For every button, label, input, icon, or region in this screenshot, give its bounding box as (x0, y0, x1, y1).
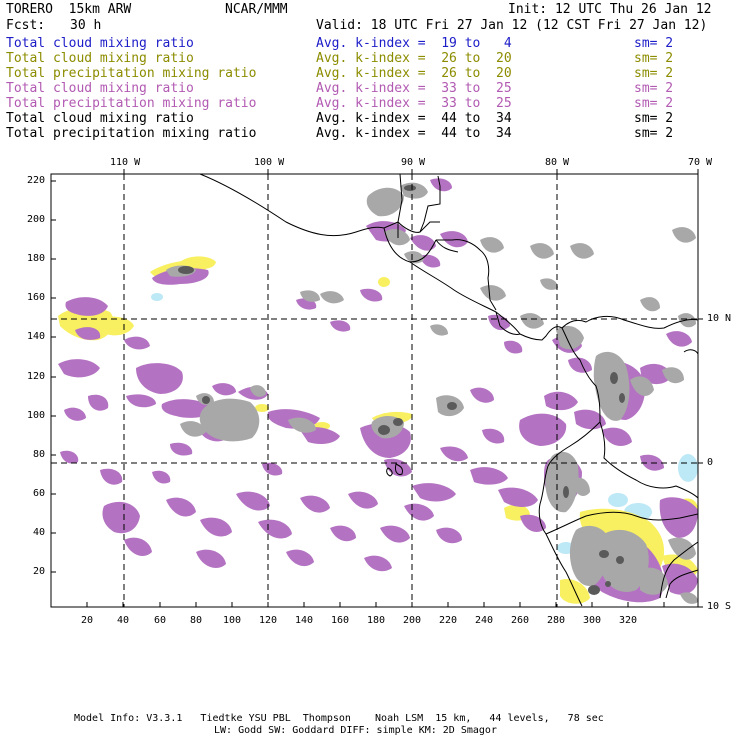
x-tick-label: 280 (547, 615, 566, 626)
light-cloud-layer (151, 293, 698, 554)
legend-smoothing: sm= 2 (634, 96, 674, 111)
convective-core-layer (178, 185, 625, 595)
legend-kindex: Avg. k-index = 19 to 4 (316, 36, 512, 51)
x-tick-label: 120 (259, 615, 278, 626)
x-tick-label: 260 (511, 615, 530, 626)
y-tick-label: 160 (27, 292, 46, 303)
valid-time: Valid: 18 UTC Fri 27 Jan 12 (12 CST Fri … (316, 18, 708, 33)
legend-smoothing: sm= 2 (634, 126, 674, 141)
x-tick-label: 100 (223, 615, 242, 626)
x-tick-label: 80 (190, 615, 203, 626)
x-tick-label: 200 (403, 615, 422, 626)
init-time: Init: 12 UTC Thu 26 Jan 12 (508, 2, 712, 17)
legend-kindex: Avg. k-index = 26 to 20 (316, 51, 512, 66)
x-tick-label: 140 (295, 615, 314, 626)
legend-smoothing: sm= 2 (634, 66, 674, 81)
graticule (51, 174, 698, 607)
y-tick-label: 200 (27, 214, 46, 225)
model-title: TORERO 15km ARW (6, 2, 132, 17)
cloud-layer (166, 182, 698, 604)
tick-marks (51, 169, 703, 608)
x-tick-label: 20 (81, 615, 94, 626)
x-tick-label: 240 (475, 615, 494, 626)
map-frame (50, 173, 699, 608)
legend-field: Total precipitation mixing ratio (6, 126, 257, 141)
lat-label: 0 (707, 457, 714, 468)
legend-field: Total cloud mixing ratio (6, 111, 194, 126)
model-info-line1: Model Info: V3.3.1 Tiedtke YSU PBL Thomp… (74, 713, 604, 724)
legend-field: Total cloud mixing ratio (6, 81, 194, 96)
x-tick-label: 60 (154, 615, 167, 626)
x-tick-label: 320 (619, 615, 638, 626)
lat-label: 10 N (707, 313, 732, 324)
legend-kindex: Avg. k-index = 44 to 34 (316, 126, 512, 141)
lon-label: 100 W (254, 157, 285, 168)
model-info-line2: LW: Godd SW: Goddard DIFF: simple KM: 2D… (214, 725, 497, 736)
lon-label: 70 W (688, 157, 713, 168)
y-tick-label: 180 (27, 253, 46, 264)
y-tick-label: 100 (27, 410, 46, 421)
forecast-label: Fcst: (6, 18, 46, 33)
lon-label: 80 W (545, 157, 570, 168)
legend-kindex: Avg. k-index = 33 to 25 (316, 81, 512, 96)
lat-label: 10 S (707, 601, 732, 612)
legend-field: Total precipitation mixing ratio (6, 96, 257, 111)
lon-label: 90 W (401, 157, 426, 168)
organization: NCAR/MMM (225, 2, 288, 17)
x-tick-label: 160 (331, 615, 350, 626)
legend-field: Total cloud mixing ratio (6, 36, 194, 51)
legend-kindex: Avg. k-index = 33 to 25 (316, 96, 512, 111)
x-tick-label: 180 (367, 615, 386, 626)
y-tick-label: 40 (33, 527, 46, 538)
legend-field: Total cloud mixing ratio (6, 51, 194, 66)
legend-smoothing: sm= 2 (634, 36, 674, 51)
x-tick-label: 220 (439, 615, 458, 626)
coastline-layer (199, 174, 698, 607)
y-tick-label: 220 (27, 175, 46, 186)
legend-smoothing: sm= 2 (634, 111, 674, 126)
legend-field: Total precipitation mixing ratio (6, 66, 257, 81)
y-tick-label: 120 (27, 371, 46, 382)
x-tick-label: 40 (117, 615, 130, 626)
lon-label: 110 W (110, 157, 141, 168)
legend-smoothing: sm= 2 (634, 81, 674, 96)
y-tick-label: 20 (33, 566, 46, 577)
y-tick-label: 80 (33, 449, 46, 460)
legend-kindex: Avg. k-index = 26 to 20 (316, 66, 512, 81)
legend-kindex: Avg. k-index = 44 to 34 (316, 111, 512, 126)
x-tick-label: 300 (583, 615, 602, 626)
y-tick-label: 140 (27, 331, 46, 342)
forecast-hours: 30 h (70, 18, 102, 33)
legend-smoothing: sm= 2 (634, 51, 674, 66)
y-tick-label: 60 (33, 488, 46, 499)
